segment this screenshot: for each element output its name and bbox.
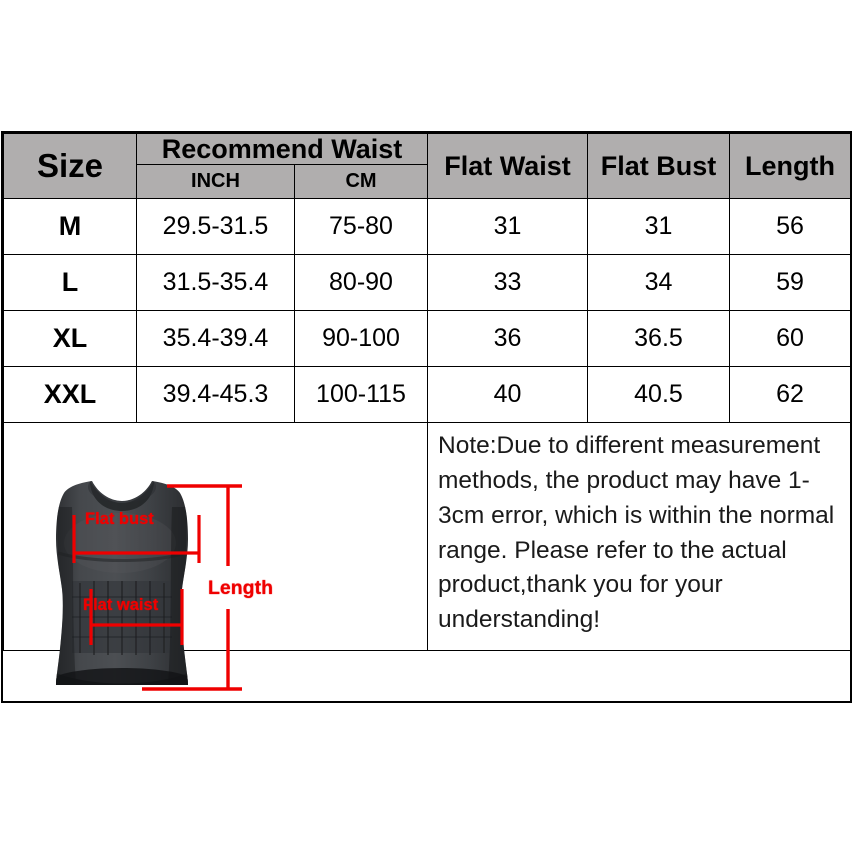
note-cell: Note:Due to different measurement method… — [427, 422, 851, 652]
header-recommend-waist: Recommend Waist — [136, 132, 428, 166]
tank-top-icon — [56, 481, 242, 691]
cell-flat-waist-cm: 40 — [427, 366, 588, 424]
cell-length-cm: 59 — [729, 254, 851, 312]
cell-recommend-waist-inch: 29.5-31.5 — [136, 198, 295, 256]
size-chart-table: Size Recommend Waist Flat Waist Flat Bus… — [3, 132, 851, 652]
cell-flat-bust-cm: 36.5 — [587, 310, 730, 368]
cell-recommend-waist-inch: 31.5-35.4 — [136, 254, 295, 312]
cell-recommend-waist-cm: 75-80 — [294, 198, 428, 256]
table-row: XXL 39.4-45.3 100-115 40 40.5 62 — [3, 366, 851, 424]
cell-size: XXL — [3, 366, 137, 424]
header-flat-bust: Flat Bust — [587, 132, 730, 200]
cell-size: M — [3, 198, 137, 256]
cell-length-cm: 60 — [729, 310, 851, 368]
table-row: M 29.5-31.5 75-80 31 31 56 — [3, 198, 851, 256]
header-flat-waist: Flat Waist — [427, 132, 588, 200]
cell-flat-bust-cm: 40.5 — [587, 366, 730, 424]
size-chart-table-container: Size Recommend Waist Flat Waist Flat Bus… — [1, 131, 852, 703]
table-body: M 29.5-31.5 75-80 31 31 56 L 31.5-35.4 8… — [3, 198, 851, 652]
header-size: Size — [3, 132, 137, 200]
cell-flat-bust-cm: 34 — [587, 254, 730, 312]
note-container: Note:Due to different measurement method… — [428, 423, 850, 650]
cell-flat-waist-cm: 33 — [427, 254, 588, 312]
measurement-lines — [72, 515, 201, 645]
table-row: XL 35.4-39.4 90-100 36 36.5 60 — [3, 310, 851, 368]
cell-size: XL — [3, 310, 137, 368]
table-header: Size Recommend Waist Flat Waist Flat Bus… — [3, 132, 851, 200]
cell-recommend-waist-inch: 35.4-39.4 — [136, 310, 295, 368]
header-unit-inch: INCH — [136, 164, 295, 200]
garment-illustration-layer: Flat bust Flat waist Length — [2, 477, 292, 702]
cell-length-cm: 62 — [729, 366, 851, 424]
length-measurement-lines — [142, 484, 242, 691]
note-text: Note:Due to different measurement method… — [438, 432, 842, 634]
cell-length-cm: 56 — [729, 198, 851, 256]
length-label: Length — [208, 577, 273, 599]
cell-recommend-waist-inch: 39.4-45.3 — [136, 366, 295, 424]
header-row-main: Size Recommend Waist Flat Waist Flat Bus… — [3, 132, 851, 200]
cell-flat-waist-cm: 36 — [427, 310, 588, 368]
cell-recommend-waist-cm: 80-90 — [294, 254, 428, 312]
cell-flat-waist-cm: 31 — [427, 198, 588, 256]
header-length: Length — [729, 132, 851, 200]
header-unit-cm-recommend: CM — [294, 164, 428, 200]
cell-recommend-waist-cm: 100-115 — [294, 366, 428, 424]
cell-flat-bust-cm: 31 — [587, 198, 730, 256]
flat-bust-label: Flat bust — [85, 510, 154, 528]
cell-size: L — [3, 254, 137, 312]
cell-recommend-waist-cm: 90-100 — [294, 310, 428, 368]
header-row-units: INCH CM — [4, 164, 851, 200]
flat-waist-label: Flat waist — [83, 596, 159, 614]
table-row: L 31.5-35.4 80-90 33 34 59 — [3, 254, 851, 312]
